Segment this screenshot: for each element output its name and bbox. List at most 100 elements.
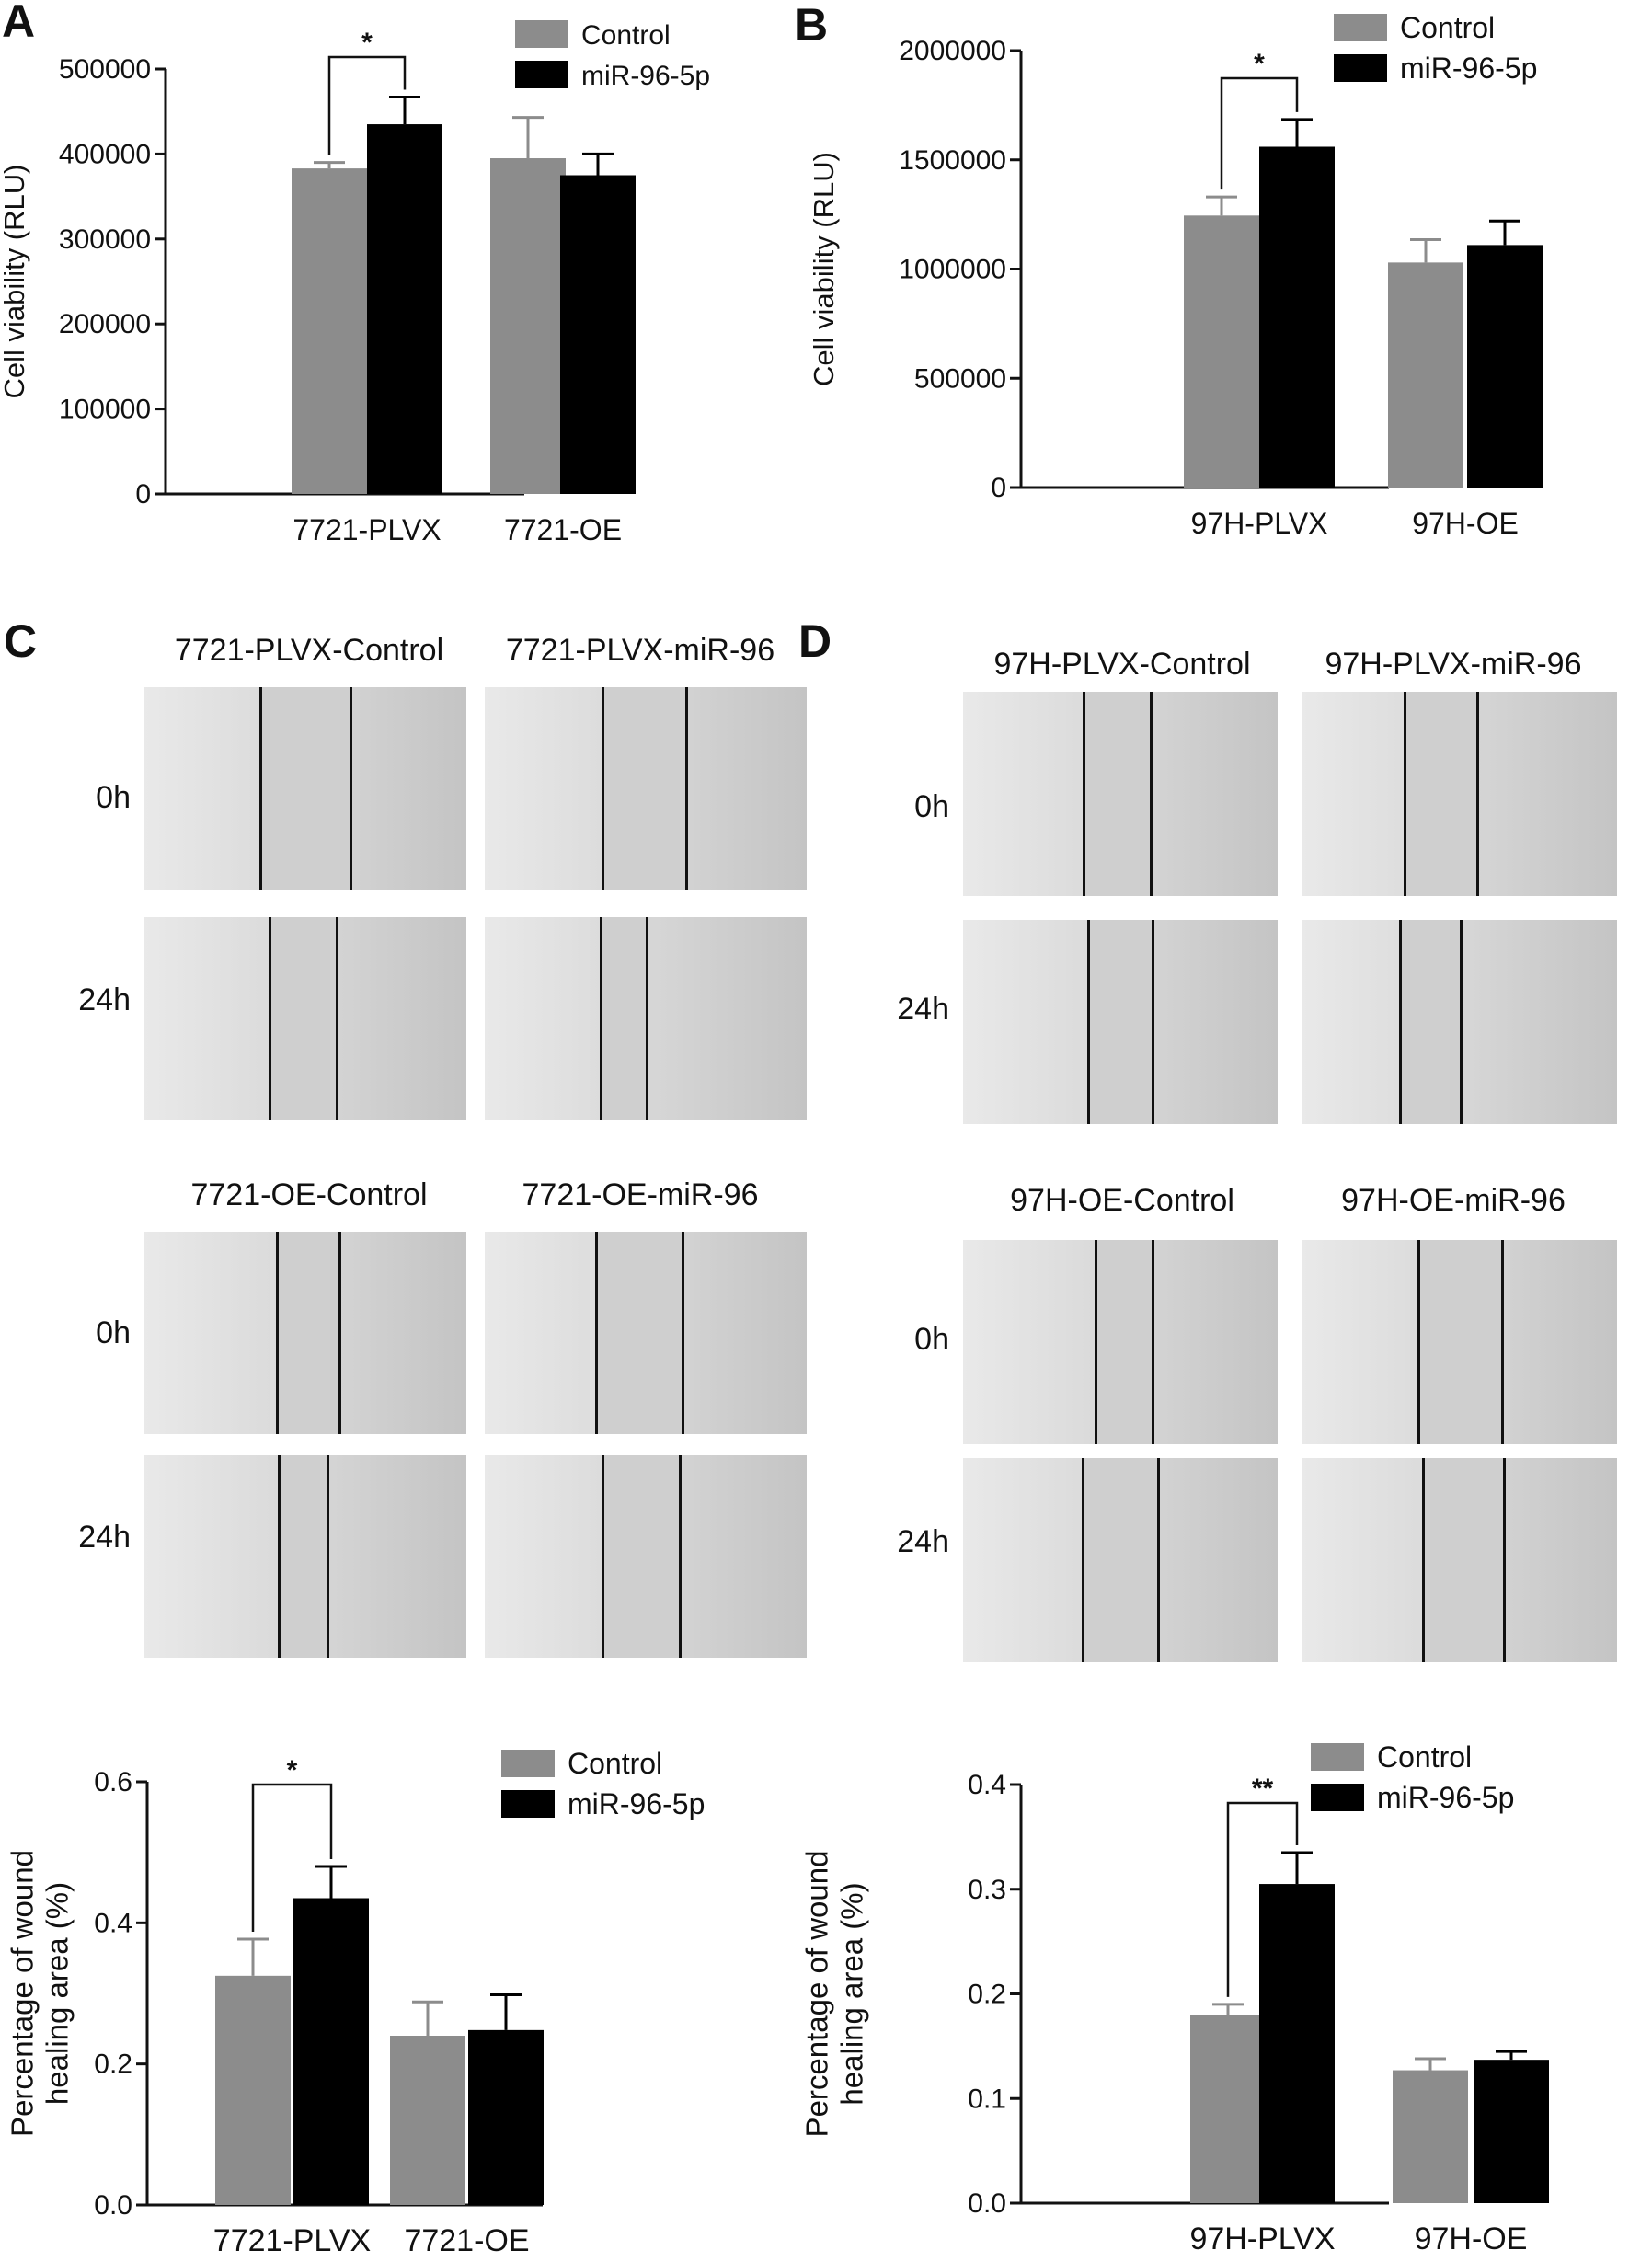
bar-mir-96-5p-97h-oe — [1467, 245, 1543, 488]
legend-swatch-0 — [515, 20, 568, 48]
significance-bracket — [1220, 76, 1299, 190]
y-axis-label: Cell viability (RLU) — [0, 165, 30, 399]
legend-swatch-1 — [501, 1790, 555, 1818]
bar-mir-96-5p-97h-plvx — [1259, 1884, 1335, 2203]
legend-label-1: miR-96-5p — [581, 61, 710, 91]
bar-mir-96-5p-97h-oe — [1474, 2060, 1549, 2203]
x-category-label: 97H-PLVX — [1191, 507, 1328, 540]
y-tick-label: 0.0 — [968, 2188, 1006, 2219]
y-tick-label: 0.6 — [94, 1767, 132, 1797]
wound-micrograph — [963, 1458, 1278, 1662]
y-tick-label: 300000 — [59, 224, 151, 255]
wound-gap — [276, 1232, 341, 1434]
y-tick-label: 1500000 — [899, 145, 1006, 176]
micro-title-c-top-right: 7721-PLVX-miR-96 — [505, 633, 775, 668]
legend-swatch-0 — [1311, 1743, 1364, 1771]
micro-title-c-bottom-left: 7721-OE-Control — [190, 1177, 428, 1212]
bar-mir-96-5p-97h-plvx — [1259, 146, 1335, 488]
micro-title-d-bottom-right: 97H-OE-miR-96 — [1341, 1183, 1566, 1218]
wound-gap — [1404, 692, 1479, 896]
wound-micrograph — [144, 1232, 466, 1434]
bar-control-97h-plvx — [1190, 2015, 1266, 2203]
y-tick-label: 1000000 — [899, 255, 1006, 285]
time-label-c-bottom-24h: 24h — [78, 1520, 131, 1555]
bar-control-7721-plvx — [292, 168, 367, 494]
y-tick-label: 0.1 — [968, 2084, 1006, 2114]
y-tick-label: 500000 — [59, 54, 151, 85]
micro-title-c-top-left: 7721-PLVX-Control — [174, 633, 444, 668]
wound-gap — [602, 687, 688, 890]
time-label-d-top-24h: 24h — [897, 992, 949, 1027]
wound-gap — [600, 917, 648, 1120]
y-tick-label: 0 — [135, 479, 151, 510]
wound-micrograph — [1302, 1240, 1617, 1444]
wound-micrograph — [485, 1455, 807, 1658]
legend-label-0: Control — [581, 20, 671, 51]
wound-micrograph — [144, 687, 466, 890]
bar-mir-96-5p-7721-plvx — [367, 124, 442, 494]
x-category-label: 7721-PLVX — [293, 513, 441, 546]
wound-gap — [1095, 1240, 1154, 1444]
wound-micrograph — [1302, 692, 1617, 896]
significance-marker: ** — [1252, 1774, 1274, 1804]
y-tick-label: 500000 — [914, 363, 1006, 394]
time-label-c-top-24h: 24h — [78, 982, 131, 1017]
wound-gap — [1087, 920, 1154, 1124]
chart-d-wound-healing: 0.0 0.1 0.2 0.3 0.4 Percentage of woundhealin… — [799, 1740, 1549, 2256]
legend-swatch-1 — [1334, 54, 1387, 82]
wound-micrograph — [1302, 920, 1617, 1124]
significance-bracket — [327, 55, 407, 155]
bar-control-7721-oe — [490, 158, 566, 494]
wound-gap — [1082, 1458, 1160, 1662]
wound-micrograph — [963, 920, 1278, 1124]
wound-micrograph — [144, 1455, 466, 1658]
significance-bracket — [1226, 1801, 1299, 1997]
bar-control-7721-oe — [390, 2036, 465, 2205]
y-tick-label: 0.4 — [968, 1770, 1006, 1800]
bar-mir-96-5p-7721-oe — [468, 2029, 544, 2205]
x-category-label: 97H-OE — [1412, 507, 1519, 540]
y-tick-label: 0.4 — [94, 1908, 132, 1938]
y-tick-label: 0.0 — [94, 2190, 132, 2221]
wound-gap — [1399, 920, 1463, 1124]
legend-label-1: miR-96-5p — [1377, 1781, 1514, 1814]
bar-mir-96-5p-7721-plvx — [293, 1898, 369, 2205]
micro-title-c-bottom-right: 7721-OE-miR-96 — [522, 1177, 759, 1212]
legend-label-0: Control — [1377, 1740, 1472, 1774]
chart-b-cell-viability: 0 500000 1000000 1500000 2000000 Cell viabili… — [808, 11, 1543, 540]
x-category-label: 97H-PLVX — [1189, 2222, 1335, 2256]
bar-control-97h-plvx — [1184, 215, 1259, 488]
bar-control-7721-plvx — [215, 1975, 291, 2205]
wound-micrograph — [1302, 1458, 1617, 1662]
bar-mir-96-5p-7721-oe — [560, 175, 636, 494]
time-label-c-top-0h: 0h — [96, 780, 131, 815]
wound-gap — [1083, 692, 1153, 896]
panel-label-d: D — [798, 615, 832, 667]
y-tick-label: 2000000 — [899, 36, 1006, 66]
wound-micrograph — [963, 1240, 1278, 1444]
time-label-c-bottom-0h: 0h — [96, 1315, 131, 1350]
y-tick-label: 0.2 — [968, 1980, 1006, 2010]
wound-micrograph — [963, 692, 1278, 896]
wound-gap — [278, 1455, 329, 1658]
chart-c-wound-healing: 0.0 0.2 0.4 0.6 Percentage of woundhealing a… — [5, 1747, 705, 2258]
x-category-label: 7721-PLVX — [213, 2223, 371, 2258]
wound-micrograph — [144, 917, 466, 1120]
micro-title-d-top-right: 97H-PLVX-miR-96 — [1325, 647, 1582, 682]
legend-swatch-1 — [1311, 1784, 1364, 1811]
wound-micrograph — [485, 1232, 807, 1434]
x-category-label: 97H-OE — [1415, 2222, 1528, 2256]
wound-gap — [259, 687, 352, 890]
wound-gap — [1422, 1458, 1506, 1662]
y-tick-label: 200000 — [59, 309, 151, 339]
bar-control-97h-oe — [1388, 262, 1463, 488]
panel-label-b: B — [795, 0, 829, 51]
wound-gap — [1417, 1240, 1504, 1444]
significance-bracket — [251, 1783, 333, 1932]
wound-gap — [602, 1455, 682, 1658]
panel-label-c: C — [4, 615, 38, 667]
legend-swatch-0 — [501, 1750, 555, 1777]
legend-swatch-0 — [1334, 14, 1387, 41]
legend-label-0: Control — [1400, 11, 1495, 44]
y-axis-label: Percentage of woundhealing area (%) — [5, 1850, 74, 2137]
